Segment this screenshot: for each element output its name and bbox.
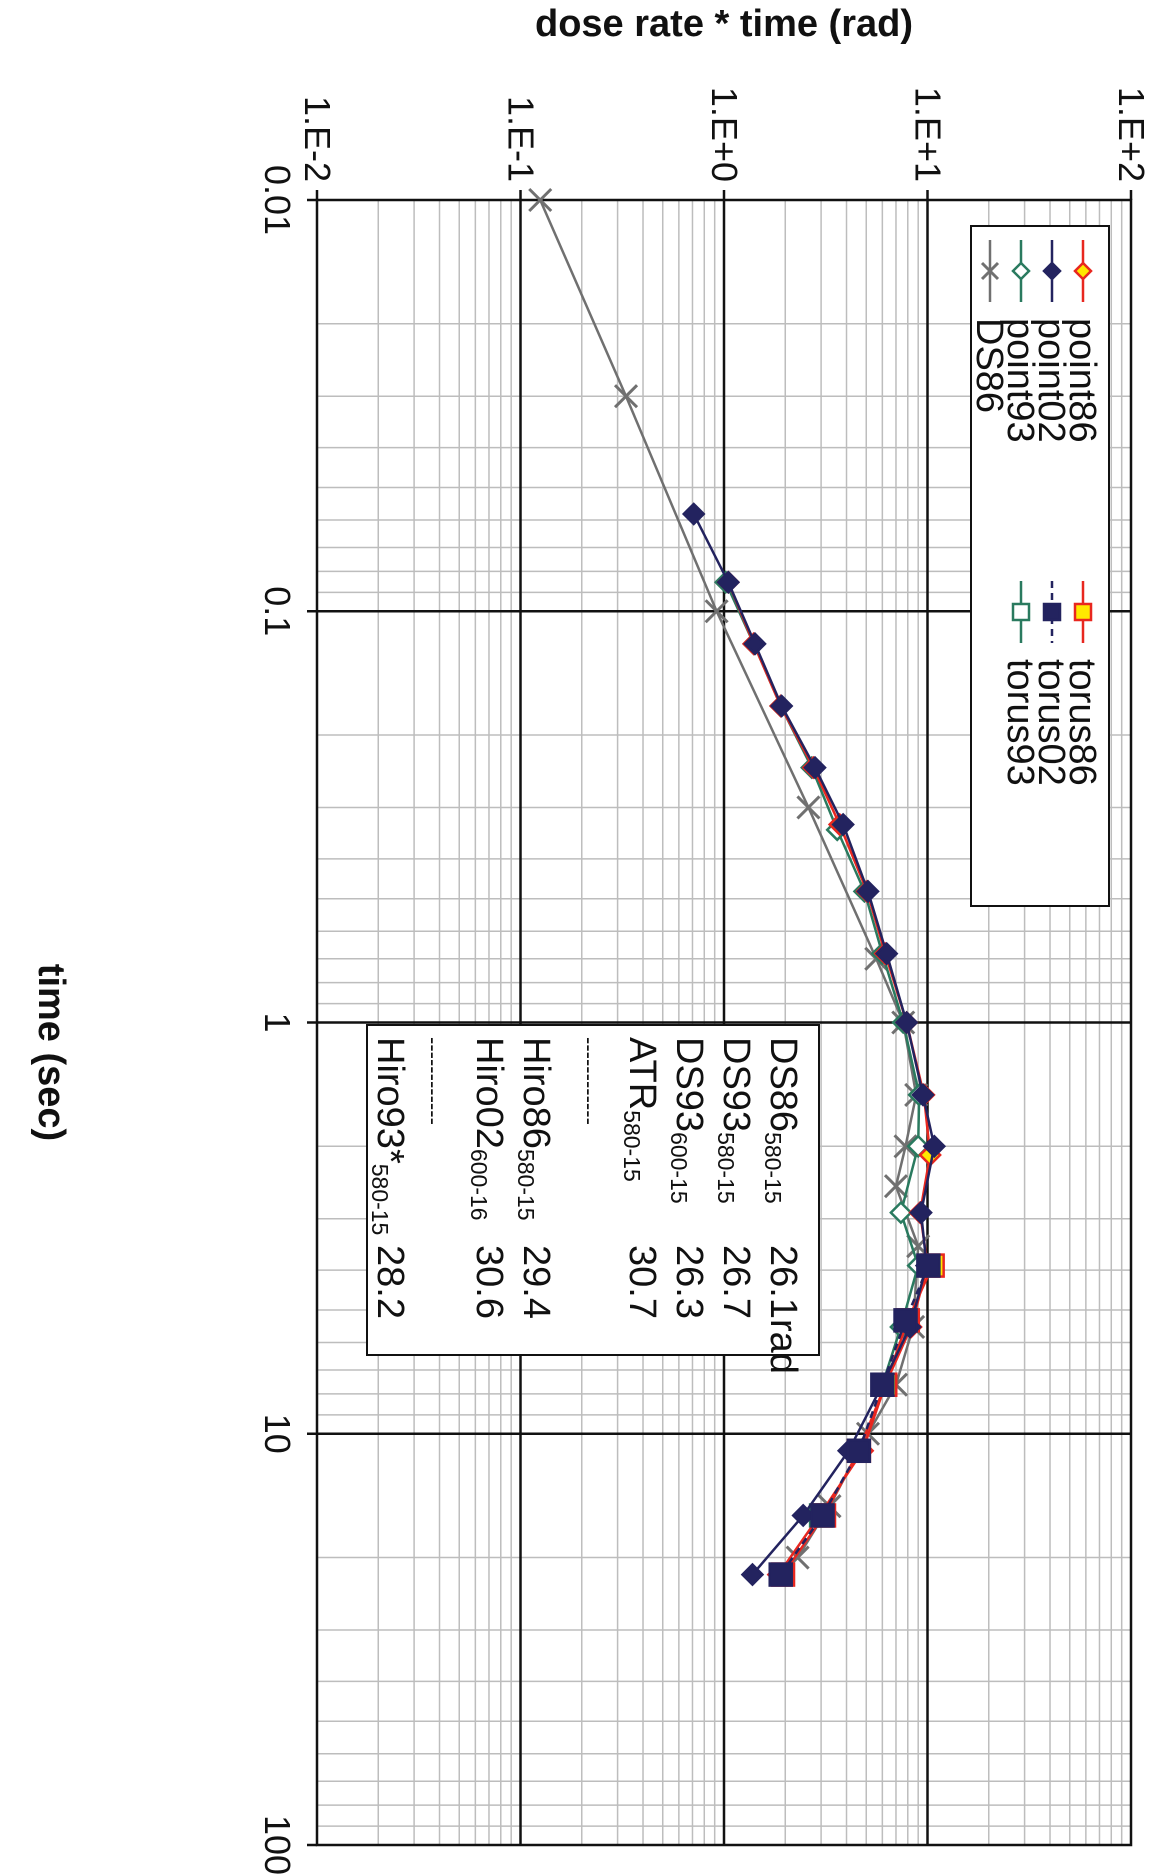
marker-diamond bbox=[803, 755, 827, 780]
marker-diamond bbox=[791, 1503, 815, 1528]
y-tick-label: 1.E-1 bbox=[501, 96, 542, 182]
marker-square bbox=[810, 1503, 835, 1528]
marker-square bbox=[1011, 602, 1031, 622]
marker-diamond bbox=[681, 502, 706, 526]
x-tick-label: 10 bbox=[257, 1414, 298, 1454]
marker-square bbox=[893, 1308, 918, 1333]
legend-box bbox=[970, 225, 1110, 907]
legend-entry-torus93: torus93 bbox=[999, 581, 1041, 786]
marker-diamond bbox=[1042, 261, 1062, 281]
legend-label-torus86: torus86 bbox=[1061, 659, 1103, 786]
annotation-row: Hiro02600-16 30.6 bbox=[466, 1037, 510, 1319]
annotation-label: Hiro86580-15 bbox=[513, 1037, 557, 1221]
legend-entry-torus02: torus02 bbox=[1030, 581, 1072, 786]
marker-diamond bbox=[856, 879, 880, 904]
annotation-label: DS93600-15 bbox=[666, 1037, 710, 1204]
marker-square bbox=[916, 1253, 941, 1278]
x-tick-label: 1 bbox=[257, 1012, 298, 1032]
y-tick-label: 1.E-2 bbox=[297, 96, 338, 182]
annotation-label: ------------ bbox=[421, 1037, 446, 1125]
annotation-label: DS86580-15 bbox=[760, 1037, 804, 1204]
legend-entry-point86: point86 bbox=[1061, 240, 1103, 443]
legend-entry-torus86: torus86 bbox=[1061, 581, 1103, 786]
annotation-label: DS93580-15 bbox=[713, 1037, 757, 1204]
legend-label-torus93: torus93 bbox=[999, 659, 1041, 786]
annotation-row: Hiro93*580-15 28.2 bbox=[367, 1037, 411, 1319]
annotation-label: Hiro02600-16 bbox=[466, 1037, 510, 1221]
annotation-row: DS93600-15 26.3 bbox=[666, 1037, 710, 1319]
marker-diamond bbox=[889, 1200, 913, 1225]
annotation-value: 26.3 bbox=[668, 1245, 710, 1319]
annotation-value: 28.2 bbox=[369, 1245, 411, 1319]
marker-diamond bbox=[740, 1562, 765, 1587]
y-tick-label: 1.E+2 bbox=[1111, 87, 1152, 182]
marker-diamond bbox=[922, 1134, 947, 1159]
x-tick-label: 0.1 bbox=[257, 586, 298, 636]
marker-square bbox=[870, 1372, 895, 1397]
annotation-value: 26.1rad bbox=[762, 1245, 804, 1374]
marker-square bbox=[768, 1562, 793, 1587]
series-torus02 bbox=[768, 1253, 941, 1587]
marker-diamond bbox=[1011, 261, 1031, 281]
marker-x bbox=[613, 384, 639, 409]
annotation-value: 30.7 bbox=[621, 1245, 663, 1319]
annotation-label: ------------ bbox=[577, 1037, 602, 1125]
x-tick-label: 100 bbox=[257, 1815, 298, 1874]
annotation-row: Hiro86580-15 29.4 bbox=[513, 1037, 557, 1319]
marker-diamond bbox=[894, 1010, 919, 1035]
legend-entry-point02: point02 bbox=[1030, 240, 1072, 443]
annotation-row: ------------ bbox=[421, 1037, 446, 1125]
marker-x bbox=[528, 187, 553, 213]
legend-entry-DS86: DS86 bbox=[968, 240, 1010, 413]
annotation-label: ATR580-15 bbox=[619, 1037, 663, 1182]
legend-label-point93: point93 bbox=[999, 318, 1041, 443]
x-tick-label: 0.01 bbox=[257, 165, 298, 235]
legend-label-torus02: torus02 bbox=[1030, 659, 1072, 786]
annotation-row: DS86580-15 26.1rad bbox=[760, 1037, 804, 1374]
legend-label-DS86: DS86 bbox=[968, 318, 1010, 413]
marker-diamond bbox=[831, 812, 855, 837]
y-tick-label: 1.E+0 bbox=[704, 87, 745, 182]
marker-x bbox=[980, 261, 1000, 281]
annotation-row: DS93580-15 26.7 bbox=[713, 1037, 757, 1319]
annotation-value: 30.6 bbox=[468, 1245, 510, 1319]
annotation-value: 26.7 bbox=[715, 1245, 757, 1319]
y-tick-label: 1.E+1 bbox=[908, 87, 949, 182]
marker-square bbox=[846, 1438, 872, 1464]
marker-x bbox=[704, 599, 729, 624]
x-axis-title: time (sec) bbox=[30, 964, 72, 1141]
annotation-box bbox=[366, 1024, 820, 1356]
annotation-label: Hiro93*580-15 bbox=[367, 1037, 411, 1235]
legend-entry-point93: point93 bbox=[999, 240, 1041, 443]
marker-diamond bbox=[1073, 261, 1093, 281]
annotation-value: 29.4 bbox=[515, 1245, 557, 1319]
marker-diamond bbox=[743, 632, 767, 656]
legend-label-point86: point86 bbox=[1061, 318, 1103, 443]
marker-x bbox=[796, 795, 821, 820]
marker-diamond bbox=[909, 1200, 933, 1225]
marker-x bbox=[883, 1174, 909, 1199]
annotation-row: ATR580-15 30.7 bbox=[619, 1037, 663, 1319]
legend-label-point02: point02 bbox=[1030, 318, 1072, 443]
marker-x bbox=[785, 1545, 810, 1570]
axis-ticks: 0.01 0.1 1 10 100 1.E-2 1.E-1 1.E+0 1.E+1 1.E+2 bbox=[257, 87, 1152, 1874]
marker-square bbox=[1073, 602, 1093, 622]
marker-diamond bbox=[716, 570, 741, 594]
marker-diamond bbox=[769, 694, 794, 718]
y-axis-title: dose rate * time (rad) bbox=[535, 3, 913, 45]
marker-square bbox=[1042, 602, 1062, 622]
marker-diamond bbox=[874, 941, 899, 966]
marker-diamond bbox=[911, 1083, 935, 1107]
marker-x bbox=[893, 1134, 918, 1159]
data-series bbox=[528, 187, 947, 1587]
annotation-row: ------------ bbox=[577, 1037, 602, 1125]
